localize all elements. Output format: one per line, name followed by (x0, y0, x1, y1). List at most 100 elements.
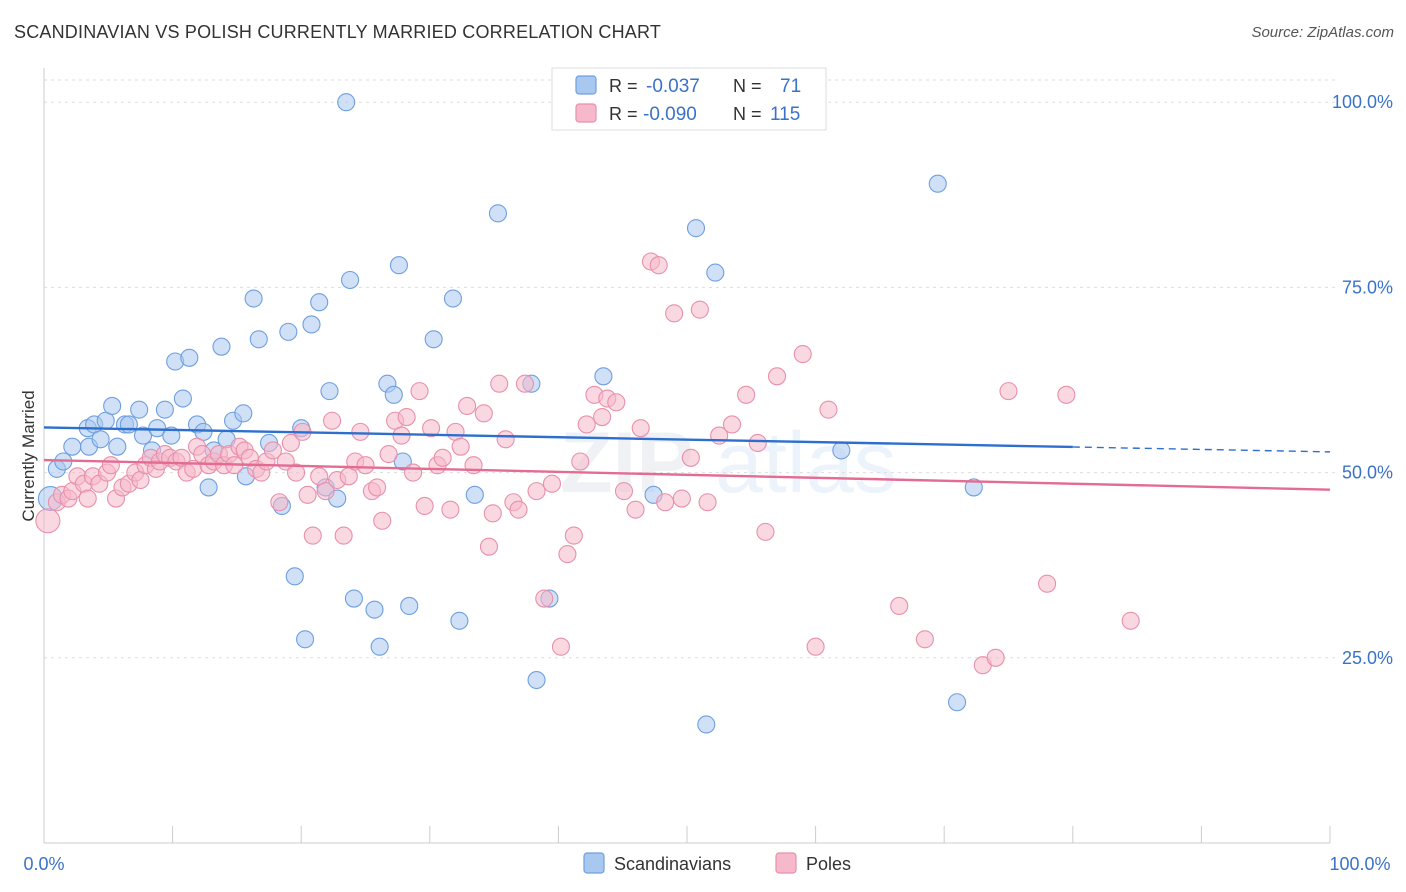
point-poles (441, 500, 460, 519)
point-scandinavians (832, 441, 851, 460)
point-poles (1057, 385, 1076, 404)
point-scandinavians (320, 382, 339, 401)
point-scandinavians (108, 437, 127, 456)
point-poles (767, 367, 787, 386)
point-poles (351, 422, 370, 441)
point-scandinavians (162, 426, 181, 445)
point-poles (303, 526, 322, 545)
x-tick-label-max: 100.0% (1329, 854, 1390, 874)
point-poles (698, 493, 717, 512)
point-scandinavians (103, 396, 122, 415)
point-poles (515, 374, 535, 393)
point-poles (1121, 611, 1140, 630)
point-scandinavians (964, 478, 983, 497)
point-poles (571, 452, 590, 471)
legend-bottom-swatch-poles (775, 852, 797, 874)
point-scandinavians (173, 389, 192, 408)
point-poles (451, 437, 470, 456)
legend-bottom-swatch-scandinavians (583, 852, 605, 874)
point-scandinavians (296, 630, 315, 649)
point-poles (558, 545, 577, 564)
point-poles (793, 345, 812, 364)
point-poles (483, 504, 502, 523)
point-poles (509, 500, 528, 519)
point-scandinavians (527, 670, 546, 690)
point-scandinavians (234, 404, 253, 423)
watermark-atlas: atlas (715, 415, 897, 511)
point-poles (263, 441, 282, 460)
point-poles (607, 393, 626, 412)
point-poles (458, 396, 477, 415)
point-poles (564, 526, 583, 545)
point-scandinavians (63, 437, 82, 456)
point-poles (656, 493, 675, 512)
series-scandinavians-points (37, 93, 983, 734)
gridlines (44, 79, 1335, 659)
x-tick-label-min: 0.0% (23, 854, 64, 874)
point-scandinavians (302, 315, 321, 334)
point-poles (1038, 574, 1057, 593)
point-poles (496, 430, 515, 449)
point-poles (551, 637, 571, 656)
point-poles (368, 478, 387, 497)
y-tick-label: 75.0% (1342, 277, 1393, 297)
point-scandinavians (443, 289, 462, 308)
point-scandinavians (148, 419, 167, 438)
point-poles (986, 648, 1005, 667)
legend-n-label-1: N = (733, 76, 762, 96)
point-poles (649, 256, 668, 275)
legend-n-value-1: 71 (780, 76, 801, 97)
point-poles (626, 500, 645, 519)
point-scandinavians (155, 400, 174, 419)
point-poles (756, 522, 775, 541)
point-scandinavians (133, 426, 153, 445)
point-poles (323, 411, 342, 430)
point-poles (78, 489, 97, 508)
point-poles (542, 474, 562, 493)
point-scandinavians (928, 174, 947, 193)
point-poles (287, 463, 306, 482)
point-scandinavians (450, 611, 469, 630)
point-poles (819, 400, 838, 419)
point-poles (535, 589, 554, 608)
point-poles (356, 456, 375, 475)
point-poles (527, 482, 546, 501)
point-poles (593, 408, 612, 427)
point-scandinavians (706, 263, 725, 282)
point-poles (101, 456, 120, 475)
point-poles (334, 526, 353, 545)
point-poles (415, 496, 434, 515)
point-poles (490, 374, 509, 393)
point-scandinavians (488, 204, 508, 223)
point-scandinavians (279, 322, 298, 341)
point-scandinavians (341, 270, 360, 290)
point-scandinavians (119, 415, 138, 434)
trend-line-scandinavians (43, 426, 1073, 449)
point-poles (404, 463, 423, 482)
point-scandinavians (130, 400, 149, 419)
source-label: Source: ZipAtlas.com (1251, 24, 1394, 41)
point-poles (672, 489, 691, 508)
point-scandinavians (948, 693, 967, 712)
y-axis-label: Currently Married (19, 390, 38, 521)
point-poles (890, 596, 909, 616)
point-scandinavians (310, 293, 329, 312)
y-tick-labels: 25.0% 50.0% 75.0% 100.0% (1332, 92, 1393, 668)
point-scandinavians (344, 589, 363, 608)
point-scandinavians (199, 478, 218, 497)
point-poles (392, 426, 411, 445)
point-poles (631, 419, 650, 438)
y-tick-label: 25.0% (1342, 648, 1393, 668)
series-poles-points (35, 252, 1140, 675)
point-poles (433, 448, 452, 467)
point-poles (665, 304, 684, 323)
point-poles (577, 415, 596, 434)
point-poles (737, 385, 756, 404)
point-scandinavians (370, 637, 389, 656)
point-scandinavians (212, 337, 231, 356)
point-poles (614, 482, 634, 501)
point-poles (316, 482, 335, 501)
point-scandinavians (384, 385, 403, 404)
point-scandinavians (389, 256, 408, 275)
point-poles (748, 433, 767, 453)
